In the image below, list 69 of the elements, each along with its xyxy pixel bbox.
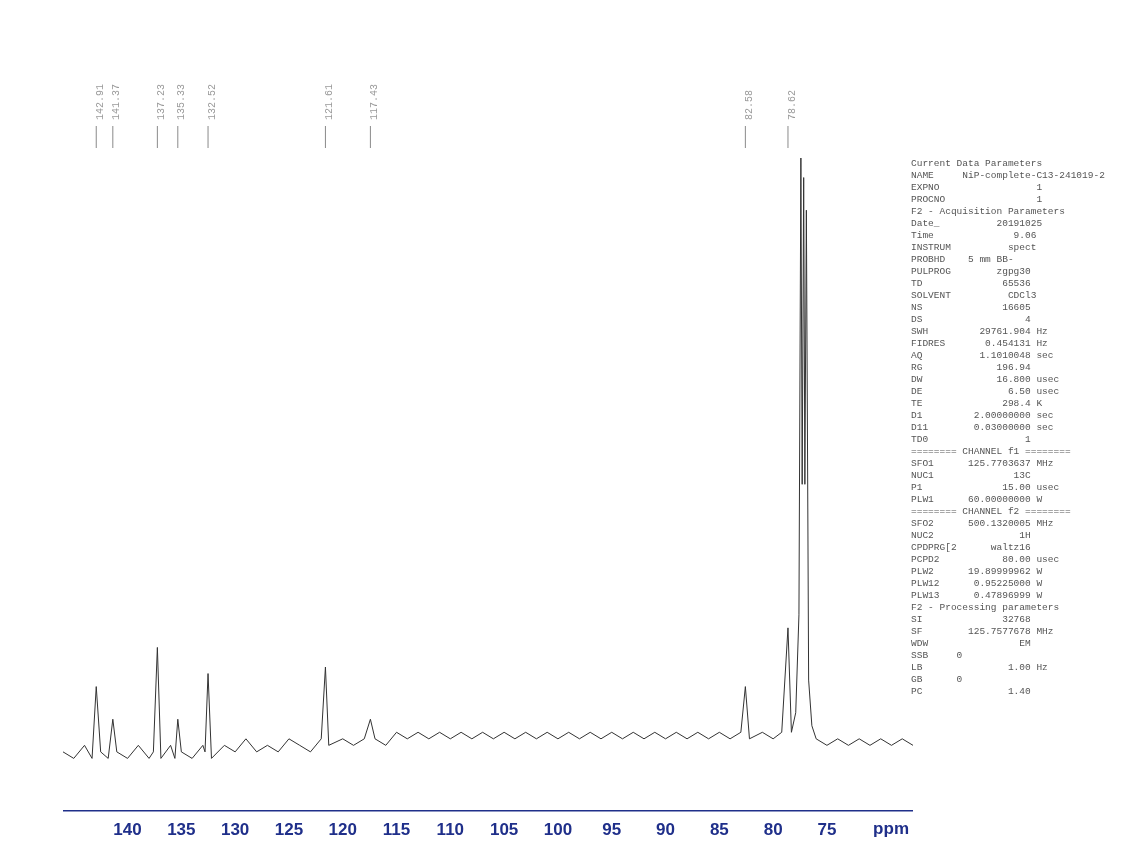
annotation: TD0 1 [911, 434, 1032, 446]
annotation: SF 125.7577678 MHz [911, 626, 1055, 638]
x-tick-label: 135 [167, 820, 196, 840]
annotation: 132.52 [206, 83, 218, 120]
annotation: SFO1 125.7703637 MHz [911, 458, 1055, 470]
x-axis-title: ppm [873, 818, 909, 838]
annotation: LB 1.00 Hz [911, 662, 1049, 674]
annotation: 78.62 [786, 89, 798, 120]
annotation: GB 0 [911, 674, 964, 686]
annotation: PROBHD 5 mm BB- [911, 254, 1015, 266]
annotation: Time 9.06 [911, 230, 1038, 242]
annotation: RG 196.94 [911, 362, 1032, 374]
annotation: D1 2.00000000 sec [911, 410, 1055, 422]
annotation: AQ 1.1010048 sec [911, 350, 1055, 362]
annotation: SOLVENT CDCl3 [911, 290, 1038, 302]
annotation: 135.33 [176, 83, 188, 120]
annotation: EXPNO 1 [911, 182, 1044, 194]
annotation: TD 65536 [911, 278, 1032, 290]
annotation: 82.58 [744, 89, 756, 120]
annotation: CPDPRG[2 waltz16 [911, 542, 1032, 554]
annotation: PLW2 19.89999962 W [911, 566, 1044, 578]
x-tick-label: 85 [709, 820, 729, 840]
annotation: 142.91 [94, 83, 106, 120]
annotation: INSTRUM spect [911, 242, 1038, 254]
annotation: PLW12 0.95225000 W [911, 578, 1044, 590]
annotation: TE 298.4 K [911, 398, 1044, 410]
annotation: DE 6.50 usec [911, 386, 1061, 398]
annotation: PCPD2 80.00 usec [911, 554, 1061, 566]
annotation: Date_ 20191025 [911, 218, 1044, 230]
annotation: NUC2 1H [911, 530, 1032, 542]
annotation: WDW EM [911, 638, 1032, 650]
annotation: Current Data Parameters [911, 158, 1044, 170]
annotation: SWH 29761.904 Hz [911, 326, 1049, 338]
annotation: PROCNO 1 [911, 194, 1044, 206]
annotation: 137.23 [156, 83, 167, 120]
annotation: PLW13 0.47896999 W [911, 590, 1044, 602]
annotation: P1 15.00 usec [911, 482, 1061, 494]
x-tick-label: 80 [763, 820, 783, 840]
x-tick-label: 105 [489, 820, 519, 840]
x-tick-label: 115 [382, 820, 411, 840]
annotation: SFO2 500.1320005 MHz [911, 518, 1055, 530]
annotation: SSB 0 [911, 650, 964, 662]
annotation: PC 1.40 [911, 686, 1032, 698]
annotation: D11 0.03000000 sec [911, 422, 1055, 434]
annotation: FIDRES 0.454131 Hz [911, 338, 1049, 350]
x-tick-label: 90 [656, 820, 675, 840]
annotation: NUC1 13C [911, 470, 1032, 482]
annotation: DS 4 [911, 314, 1032, 326]
annotation: PLW1 60.00000000 W [911, 494, 1044, 506]
annotation: DW 16.800 usec [911, 374, 1061, 386]
annotation: 117.43 [369, 83, 381, 120]
x-tick-label: 110 [436, 820, 465, 840]
annotation: ======== CHANNEL f1 ======== [911, 446, 1072, 458]
annotation: F2 - Acquisition Parameters [911, 206, 1066, 218]
annotation: SI 32768 [911, 614, 1032, 626]
x-tick-label: 100 [543, 820, 573, 840]
annotation: 141.37 [111, 83, 123, 120]
x-tick-label: 120 [328, 820, 357, 840]
annotation: PULPROG zgpg30 [911, 266, 1032, 278]
annotation: 121.61 [324, 83, 336, 120]
annotation: F2 - Processing parameters [911, 602, 1061, 614]
annotation: ======== CHANNEL f2 ======== [911, 506, 1072, 518]
annotation: NAME NiP-complete-C13-241019-2 [911, 170, 1105, 182]
x-tick-label: 95 [602, 820, 622, 840]
x-tick-label: 75 [817, 820, 837, 840]
x-tick-label: 125 [274, 820, 304, 840]
annotation: NS 16605 [911, 302, 1032, 314]
x-tick-label: 140 [113, 820, 142, 840]
x-tick-label: 130 [220, 820, 250, 840]
